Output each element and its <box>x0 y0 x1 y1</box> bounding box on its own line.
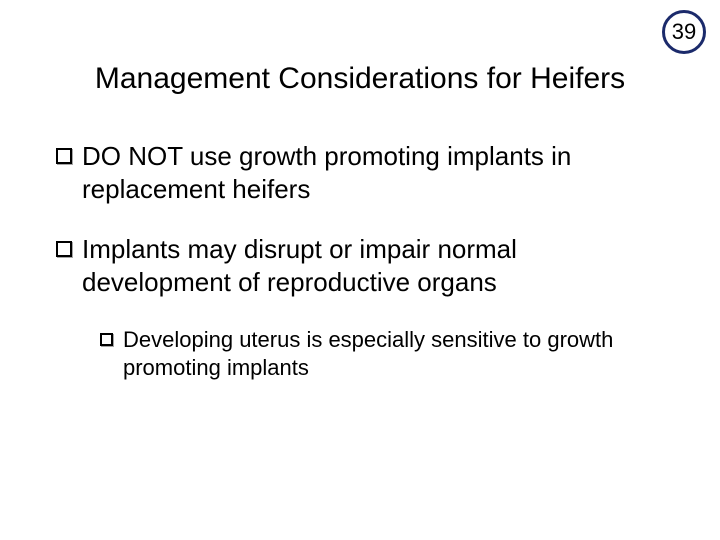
bullet-item: Implants may disrupt or impair normal de… <box>56 233 664 298</box>
bullet-text: DO NOT use growth promoting implants in … <box>82 140 664 205</box>
square-bullet-icon <box>56 148 72 164</box>
slide-content: DO NOT use growth promoting implants in … <box>56 140 664 393</box>
square-bullet-icon <box>100 333 113 346</box>
sub-bullet-item: Developing uterus is especially sensitiv… <box>100 326 664 381</box>
square-bullet-icon <box>56 241 72 257</box>
sub-bullet-text: Developing uterus is especially sensitiv… <box>123 326 664 381</box>
bullet-text: Implants may disrupt or impair normal de… <box>82 233 664 298</box>
slide-number: 39 <box>672 19 696 45</box>
slide-title: Management Considerations for Heifers <box>0 62 720 96</box>
bullet-item: DO NOT use growth promoting implants in … <box>56 140 664 205</box>
slide-number-badge: 39 <box>662 10 706 54</box>
